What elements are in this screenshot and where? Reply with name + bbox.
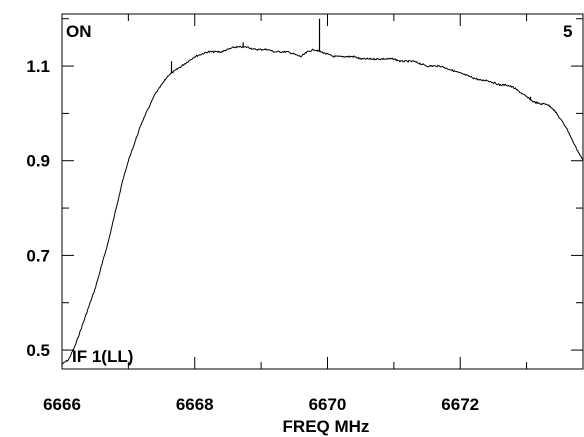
y-tick-label-0: 0.5 (26, 341, 50, 360)
y-tick-label-1: 0.7 (26, 246, 50, 265)
x-axis-label: FREQ MHz (283, 417, 370, 436)
spectrum-line (61, 45, 584, 365)
x-tick-label-0: 6666 (43, 395, 81, 414)
y-tick-label-2: 0.9 (26, 152, 50, 171)
y-tick-label-3: 1.1 (26, 57, 50, 76)
annotation-top-right: 5 (563, 22, 572, 41)
x-tick-label-2: 6670 (309, 395, 347, 414)
x-tick-label-3: 6672 (441, 395, 479, 414)
axis-ticks (61, 14, 583, 369)
tick-labels: 6666 6668 6670 6672 0.5 0.7 0.9 1.1 (26, 57, 479, 414)
annotation-top-left: ON (66, 22, 92, 41)
spectrum-spikes (170, 18, 532, 100)
plot-frame (61, 13, 584, 370)
annotation-bottom-left: IF 1(LL) (72, 347, 133, 366)
x-tick-label-1: 6668 (176, 395, 214, 414)
